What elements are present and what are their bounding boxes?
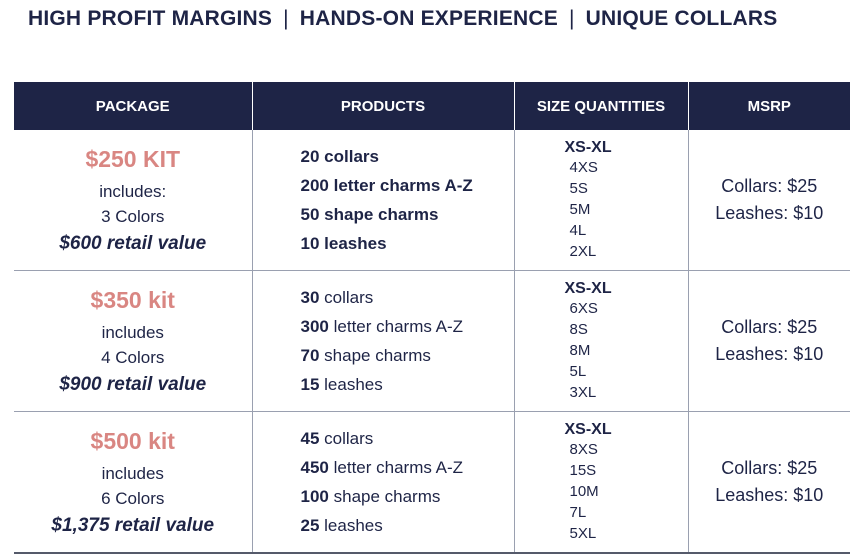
table-row: $250 KIT includes: 3 Colors $600 retail … bbox=[14, 130, 850, 271]
size-item: 6XS bbox=[569, 300, 598, 317]
header-products: PRODUCTS bbox=[251, 82, 515, 130]
headline-part-3: UNIQUE COLLARS bbox=[585, 7, 778, 30]
products-cell: 20 collars 200 letter charms A-Z 50 shap… bbox=[251, 130, 514, 271]
msrp-cell: Collars: $25 Leashes: $10 bbox=[687, 411, 850, 554]
product-item: 200 letter charms A-Z bbox=[300, 176, 473, 195]
sizes-cell: XS-XL 6XS 8S 8M 5L 3XL bbox=[513, 270, 688, 412]
header-msrp: MSRP bbox=[687, 82, 850, 130]
kit-price: $350 kit bbox=[90, 286, 175, 313]
size-item: 7L bbox=[569, 504, 587, 521]
kit-colors: 6 Colors bbox=[101, 488, 165, 508]
products-cell: 30 collars 300 letter charms A-Z 70 shap… bbox=[251, 270, 514, 412]
package-cell: $500 kit includes 6 Colors $1,375 retail… bbox=[14, 411, 252, 554]
size-range: XS-XL bbox=[564, 280, 612, 297]
kit-price: $500 kit bbox=[90, 427, 175, 454]
msrp-collars: Collars: $25 bbox=[721, 176, 818, 196]
product-item: 50 shape charms bbox=[300, 205, 439, 224]
size-item: 3XL bbox=[569, 384, 597, 401]
table-row: $350 kit includes 4 Colors $900 retail v… bbox=[14, 270, 850, 412]
headline-part-2: HANDS-ON EXPERIENCE bbox=[299, 7, 558, 30]
headline-separator-2: | bbox=[568, 7, 575, 30]
header-size-quantities: SIZE QUANTITIES bbox=[513, 82, 689, 130]
size-item: 8XS bbox=[569, 441, 598, 458]
msrp-leashes: Leashes: $10 bbox=[715, 344, 824, 364]
table-row: $500 kit includes 6 Colors $1,375 retail… bbox=[14, 411, 850, 554]
size-range: XS-XL bbox=[564, 139, 612, 156]
kit-includes: includes: bbox=[99, 181, 167, 201]
kit-colors: 3 Colors bbox=[101, 206, 165, 226]
size-item: 2XL bbox=[569, 243, 597, 260]
product-item: 300 letter charms A-Z bbox=[300, 317, 464, 336]
package-cell: $250 KIT includes: 3 Colors $600 retail … bbox=[14, 130, 252, 271]
size-item: 4L bbox=[569, 222, 587, 239]
table-header-row: PACKAGE PRODUCTS SIZE QUANTITIES MSRP bbox=[14, 82, 850, 130]
product-item: 450 letter charms A-Z bbox=[300, 458, 464, 477]
kit-colors: 4 Colors bbox=[101, 347, 165, 367]
size-item: 15S bbox=[569, 462, 597, 479]
msrp-leashes: Leashes: $10 bbox=[715, 485, 824, 505]
size-item: 5M bbox=[569, 201, 591, 218]
size-item: 4XS bbox=[569, 159, 598, 176]
msrp-collars: Collars: $25 bbox=[721, 317, 818, 337]
product-item: 10 leashes bbox=[300, 234, 387, 253]
kit-comparison-table: PACKAGE PRODUCTS SIZE QUANTITIES MSRP $2… bbox=[14, 82, 850, 554]
kit-retail-value: $1,375 retail value bbox=[51, 514, 215, 536]
sizes-cell: XS-XL 8XS 15S 10M 7L 5XL bbox=[513, 411, 688, 554]
headline-separator-1: | bbox=[283, 7, 289, 30]
msrp-cell: Collars: $25 Leashes: $10 bbox=[687, 270, 850, 412]
product-item: 20 collars bbox=[300, 147, 379, 166]
product-item: 15 leashes bbox=[300, 375, 383, 394]
size-item: 5XL bbox=[569, 525, 597, 542]
product-item: 45 collars bbox=[300, 429, 374, 448]
kit-retail-value: $900 retail value bbox=[59, 373, 207, 395]
header-package: PACKAGE bbox=[14, 82, 253, 130]
size-item: 8S bbox=[569, 321, 588, 338]
msrp-leashes: Leashes: $10 bbox=[715, 203, 824, 223]
headline: HIGH PROFIT MARGINS | HANDS-ON EXPERIENCE |… bbox=[28, 7, 777, 31]
kit-includes: includes bbox=[101, 463, 164, 483]
kit-includes: includes bbox=[101, 322, 164, 342]
products-cell: 45 collars 450 letter charms A-Z 100 sha… bbox=[251, 411, 514, 554]
size-item: 8M bbox=[569, 342, 591, 359]
kit-price: $250 KIT bbox=[85, 145, 181, 172]
size-item: 5L bbox=[569, 363, 587, 380]
package-cell: $350 kit includes 4 Colors $900 retail v… bbox=[14, 270, 252, 412]
sizes-cell: XS-XL 4XS 5S 5M 4L 2XL bbox=[513, 130, 688, 271]
size-item: 10M bbox=[569, 483, 599, 500]
headline-part-1: HIGH PROFIT MARGINS bbox=[28, 7, 273, 30]
msrp-cell: Collars: $25 Leashes: $10 bbox=[687, 130, 850, 271]
size-item: 5S bbox=[569, 180, 588, 197]
msrp-collars: Collars: $25 bbox=[721, 458, 818, 478]
product-item: 70 shape charms bbox=[300, 346, 431, 365]
size-range: XS-XL bbox=[564, 421, 612, 438]
product-item: 25 leashes bbox=[300, 516, 383, 535]
product-item: 100 shape charms bbox=[300, 487, 441, 506]
product-item: 30 collars bbox=[300, 288, 374, 307]
kit-retail-value: $600 retail value bbox=[59, 232, 207, 254]
